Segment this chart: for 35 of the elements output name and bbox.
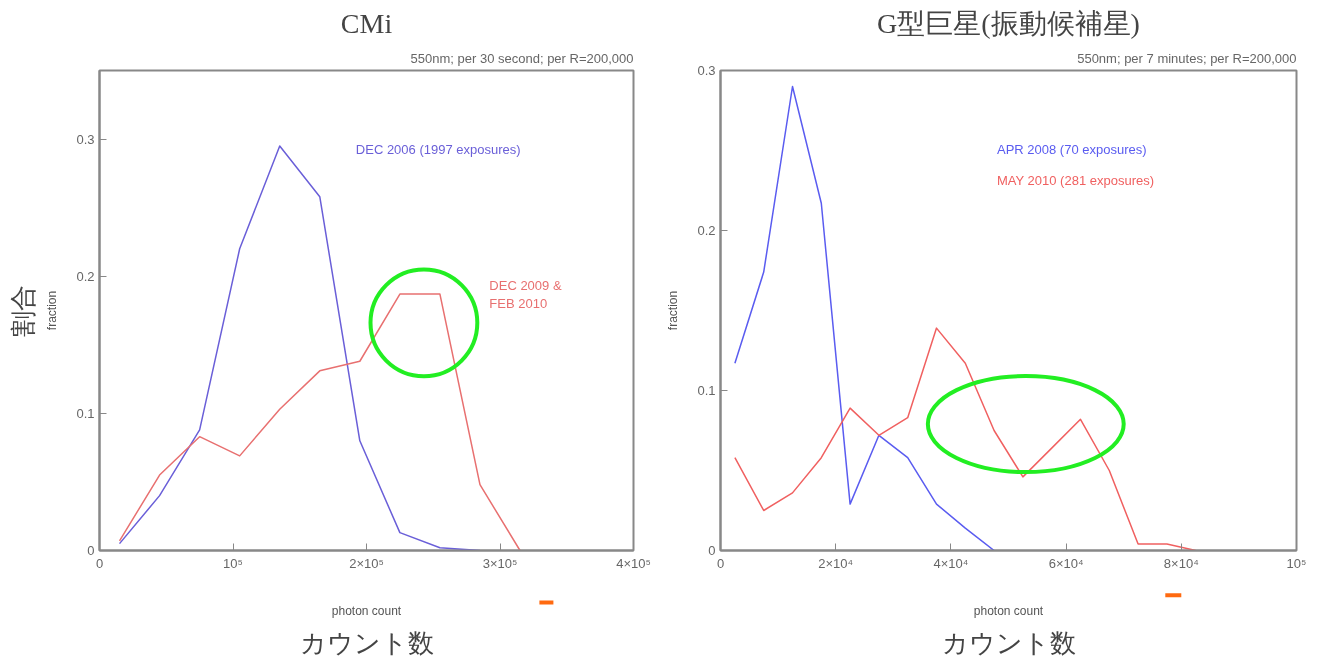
y-tick-label: 0: [87, 543, 95, 558]
text: DEC 2009 & FEB 2010: [489, 277, 562, 311]
x-tick-label: 6×10⁴: [1048, 555, 1084, 571]
y-tick-label: 0.3: [697, 63, 716, 78]
chart-title: G型巨星(振動候補星): [877, 7, 1140, 39]
x-tick-label: 3×10⁵: [482, 555, 518, 571]
chart-subtitle: 550nm; per 7 minutes; per R=200,000: [1077, 50, 1297, 66]
x-tick-label: 8×10⁴: [1163, 555, 1199, 571]
x-tick-label: 2×10⁵: [349, 555, 384, 571]
y-tick-label: 0.3: [76, 131, 95, 147]
line-series: [734, 85, 995, 551]
x-tick-label: 10⁵: [1286, 555, 1307, 571]
text: カウント数: [299, 627, 434, 658]
y-tick-label: 0.2: [76, 268, 95, 284]
chart-title: CMi: [340, 7, 393, 39]
y-tick-label: 0.1: [697, 383, 716, 398]
line-series: [118, 293, 521, 551]
x-tick-label: 4×10⁴: [933, 555, 969, 571]
text: APR 2008 (70 exposures): [996, 141, 1147, 157]
text: DEC 2006 (1997 exposures): [355, 141, 521, 157]
x-tick-label: 2×10⁴: [818, 555, 854, 571]
chart-subtitle: 550nm; per 30 second; per R=200,000: [410, 50, 634, 66]
y-axis-title: fraction: [45, 290, 60, 331]
x-tick-label: 4×10⁵: [616, 555, 651, 571]
y-tick-label: 0.1: [76, 405, 95, 421]
y-tick-label: 0.2: [697, 223, 716, 238]
x-tick-label: 10⁵: [223, 555, 243, 571]
x-axis-title: photon count: [973, 603, 1044, 618]
line-series: [734, 327, 1197, 551]
text: MAY 2010 (281 exposures): [996, 173, 1155, 189]
y-axis-title: fraction: [666, 290, 681, 331]
text: 割合: [7, 284, 38, 337]
x-axis-title: photon count: [331, 603, 402, 618]
y-tick-label: 0: [708, 543, 716, 558]
text: カウント数: [941, 627, 1076, 658]
